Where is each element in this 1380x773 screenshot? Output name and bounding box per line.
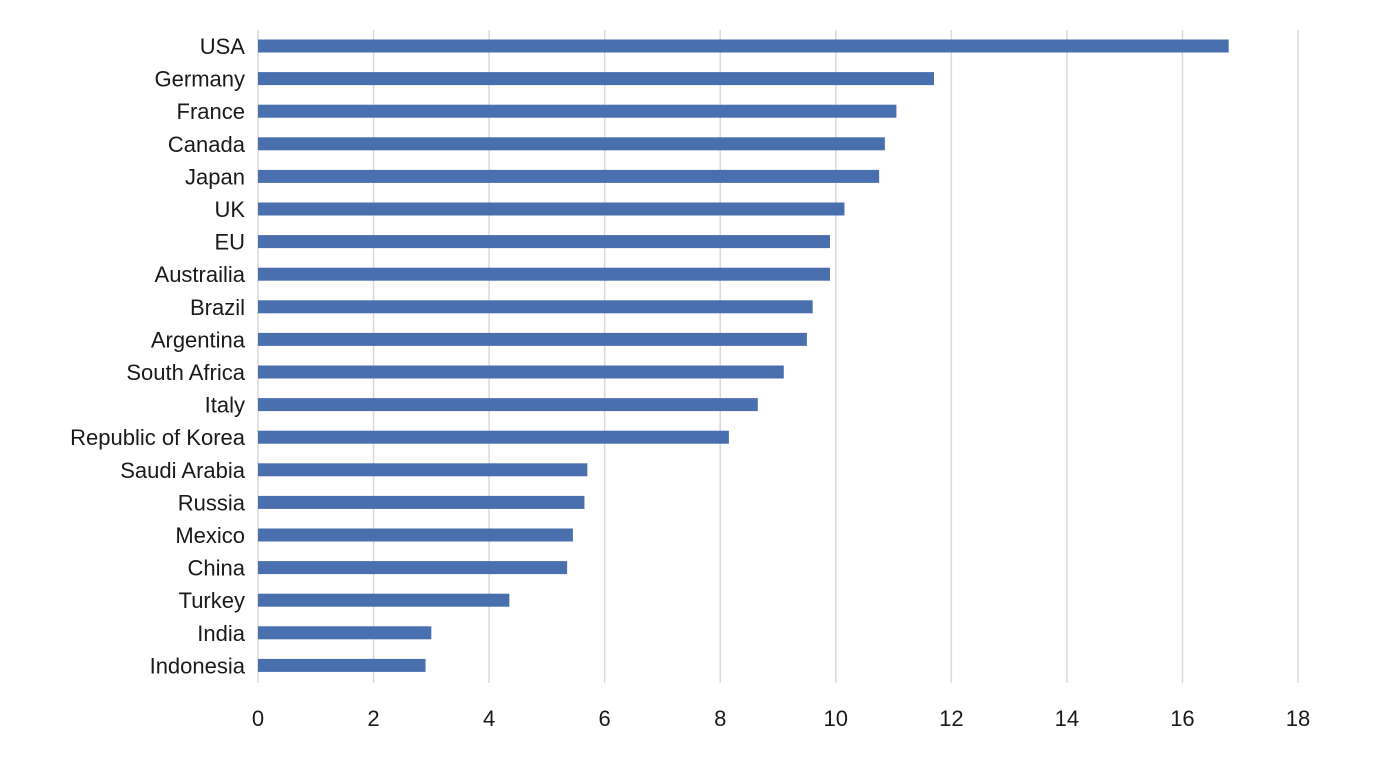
bar bbox=[258, 365, 784, 379]
x-tick-label: 16 bbox=[1170, 706, 1194, 731]
x-tick-label: 12 bbox=[939, 706, 963, 731]
bar bbox=[258, 39, 1229, 53]
bar bbox=[258, 561, 568, 575]
category-label: South Africa bbox=[126, 360, 245, 385]
category-label: Argentina bbox=[151, 327, 246, 352]
bar bbox=[258, 300, 813, 314]
bar bbox=[258, 104, 897, 118]
x-tick-label: 4 bbox=[483, 706, 495, 731]
category-label: UK bbox=[214, 197, 245, 222]
bar bbox=[258, 463, 588, 477]
category-label: Turkey bbox=[179, 588, 245, 613]
value-axis: 0 2 4 6 8 10 12 14 16 18 bbox=[252, 706, 1310, 731]
category-label: Austrailia bbox=[155, 262, 246, 287]
grid-layer bbox=[257, 30, 1299, 683]
bar bbox=[258, 72, 934, 86]
category-label: Brazil bbox=[190, 295, 245, 320]
bar bbox=[258, 658, 426, 672]
category-label: Mexico bbox=[175, 523, 245, 548]
bar bbox=[258, 398, 758, 412]
category-label: Saudi Arabia bbox=[120, 458, 246, 483]
x-tick-label: 14 bbox=[1055, 706, 1079, 731]
x-tick-label: 2 bbox=[367, 706, 379, 731]
bar bbox=[258, 202, 845, 216]
category-label: EU bbox=[214, 230, 245, 255]
category-label: France bbox=[177, 99, 245, 124]
category-label: USA bbox=[200, 34, 246, 59]
category-label: Indonesia bbox=[150, 653, 246, 678]
category-label: Canada bbox=[168, 132, 246, 157]
category-label: Germany bbox=[155, 67, 245, 92]
category-axis: USA Germany France Canada Japan UK EU Austraili… bbox=[70, 34, 246, 678]
bar bbox=[258, 169, 880, 183]
x-tick-label: 10 bbox=[824, 706, 848, 731]
bar-layer bbox=[258, 39, 1229, 672]
x-tick-label: 6 bbox=[599, 706, 611, 731]
category-label: Japan bbox=[185, 164, 245, 189]
bar bbox=[258, 235, 830, 249]
category-label: India bbox=[197, 621, 245, 646]
category-label: Republic of Korea bbox=[70, 425, 246, 450]
category-label: Russia bbox=[178, 490, 246, 515]
bar bbox=[258, 593, 510, 607]
x-tick-label: 8 bbox=[714, 706, 726, 731]
bar bbox=[258, 137, 885, 151]
x-tick-label: 18 bbox=[1286, 706, 1310, 731]
category-label: Italy bbox=[205, 393, 245, 418]
x-tick-label: 0 bbox=[252, 706, 264, 731]
bar bbox=[258, 332, 807, 346]
category-label: China bbox=[188, 556, 246, 581]
bar bbox=[258, 528, 573, 542]
bar bbox=[258, 495, 585, 509]
bar bbox=[258, 626, 432, 640]
bar bbox=[258, 267, 830, 281]
bar bbox=[258, 430, 729, 444]
